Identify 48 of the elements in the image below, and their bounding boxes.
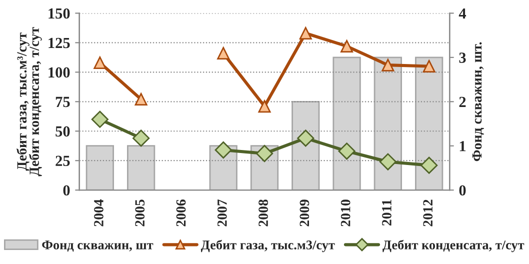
point	[382, 58, 394, 72]
point	[214, 141, 232, 159]
y2-tick-label: 4	[458, 8, 466, 18]
y-tick-label: 125	[48, 38, 70, 48]
y2-tick-label: 1	[460, 141, 466, 152]
bar	[374, 56, 402, 190]
point	[94, 56, 106, 69]
point	[379, 153, 396, 170]
y-tick-label: 25	[56, 156, 70, 166]
y2-axis-title: Фонд скважин, шт.	[472, 42, 484, 162]
point	[258, 100, 271, 113]
x-tick-label: 2011	[382, 200, 392, 226]
bar	[415, 56, 444, 190]
y2-tick-label: 2	[459, 96, 466, 107]
point	[299, 26, 312, 40]
x-tick-label: 2005	[135, 200, 145, 226]
y-tick-label: 75	[56, 96, 70, 108]
y-tick-label: 100	[48, 67, 70, 78]
point	[217, 47, 230, 60]
y-tick-label: 150	[48, 8, 70, 19]
point	[340, 40, 354, 52]
point	[422, 60, 436, 73]
x-tick-label: 2009	[300, 200, 310, 226]
legend-label: Дебит конденсата, т/сут	[382, 240, 524, 252]
x-tick-label: 2006	[176, 200, 186, 226]
y-tick-label: 50	[56, 126, 70, 137]
point	[132, 130, 150, 147]
legend-label: Дебит газа, тыс.м3/сут	[200, 240, 335, 252]
x-tick-label: 2010	[340, 200, 350, 226]
y-axis-title: Дебит газа, тыс.м³/сут Дебит конденсата, т/сут	[16, 27, 42, 176]
bar	[127, 145, 156, 190]
point	[297, 130, 314, 147]
point	[338, 142, 356, 160]
y2-tick-label: 3	[459, 52, 466, 63]
y-tick-label: 0	[63, 185, 70, 196]
legend-label: Фонд скважин, шт	[42, 240, 154, 252]
y2-tick-label: 0	[459, 185, 466, 196]
point	[134, 93, 148, 106]
bar	[86, 145, 114, 190]
x-tick-label: 2007	[217, 199, 227, 226]
x-tick-label: 2008	[258, 200, 268, 226]
x-tick-label: 2012	[423, 200, 433, 226]
bar	[332, 56, 361, 190]
bar	[292, 100, 320, 190]
point	[256, 144, 274, 162]
point	[420, 156, 438, 174]
x-tick-label: 2004	[94, 199, 104, 226]
point	[91, 110, 108, 128]
